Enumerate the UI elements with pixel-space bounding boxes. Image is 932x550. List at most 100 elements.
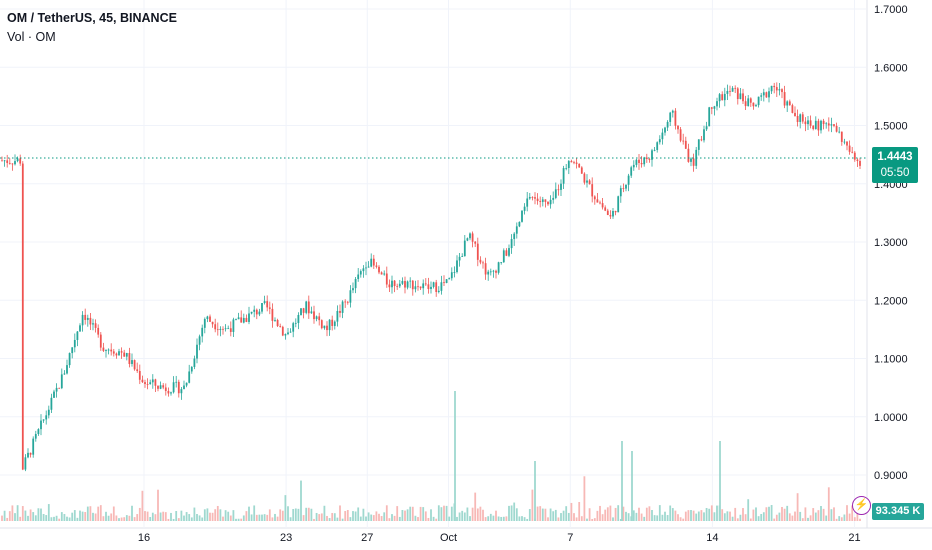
volume-bar [809, 515, 812, 521]
candle-body [328, 319, 331, 331]
volume-bar [640, 513, 643, 521]
volume-bar [544, 508, 547, 521]
candle-body [528, 196, 531, 199]
volume-bar [341, 518, 344, 521]
candle-body [73, 339, 76, 348]
price-tick-label: 0.9000 [874, 470, 908, 482]
candle-body [606, 210, 609, 215]
volume-bar [232, 510, 235, 521]
volume-bar [432, 516, 435, 521]
volume-bar [687, 510, 690, 521]
volume-bar [237, 518, 240, 521]
price-axis[interactable]: 1.70001.60001.50001.40001.30001.20001.10… [874, 4, 908, 482]
candle-body [437, 290, 440, 292]
candle-body [495, 270, 497, 273]
volume-bar [391, 514, 393, 521]
candle-body [401, 280, 404, 284]
volume-bar [651, 509, 653, 521]
volume-bar [339, 505, 341, 521]
candle-body [547, 201, 549, 205]
candle-body [627, 175, 630, 185]
time-tick-label: 23 [280, 532, 292, 544]
volume-bar [229, 515, 232, 521]
candle-body [79, 325, 81, 332]
candle-body [245, 317, 248, 322]
volume-bar [690, 510, 692, 521]
volume-bar [349, 517, 352, 521]
candle-body [700, 139, 703, 141]
volume-bar [692, 510, 695, 521]
volume-bar [708, 508, 711, 521]
volume-bar [716, 505, 718, 521]
candle-body [58, 387, 61, 389]
candle-body [227, 328, 230, 330]
candle-body [557, 189, 560, 191]
price-tick-label: 1.6000 [874, 62, 908, 74]
volume-bar [684, 511, 687, 521]
volume-bar [749, 518, 752, 521]
candle-body [729, 90, 731, 92]
candle-body [846, 141, 848, 146]
volume-bar [773, 518, 776, 521]
volume-bar [138, 507, 141, 521]
candle-body [432, 282, 435, 287]
volume-bar [287, 506, 289, 521]
volume-bar [695, 513, 698, 521]
volume-indicator-label[interactable]: Vol · OM [7, 30, 56, 44]
volume-bar [383, 512, 386, 521]
volume-bar [783, 508, 786, 521]
volume-bar [125, 515, 128, 521]
time-tick-label: 21 [848, 532, 860, 544]
volume-bar [853, 517, 856, 521]
candle-body [775, 87, 778, 91]
candle-body [357, 274, 360, 280]
volume-bar [599, 505, 601, 521]
volume-bar [323, 505, 326, 521]
lightning-icon[interactable]: ⚡ [852, 496, 871, 515]
candle-body [658, 139, 661, 143]
volume-bar [393, 515, 396, 521]
candle-body [536, 198, 539, 201]
candle-body [258, 311, 261, 315]
candle-body [521, 210, 523, 222]
candle-body [424, 283, 427, 285]
volume-bar [625, 511, 627, 521]
candle-body [404, 280, 406, 288]
candle-body [302, 308, 305, 313]
candle-body [515, 226, 518, 234]
time-axis[interactable]: 16 23 27 Oct 7 14 21 [138, 532, 861, 544]
candle-body [81, 314, 84, 326]
candle-body [175, 381, 178, 383]
candle-body [786, 101, 789, 106]
candle-body [362, 268, 365, 272]
volume-bar [315, 512, 318, 521]
candle-body [300, 308, 302, 315]
volume-bar [653, 515, 656, 521]
symbol-title[interactable]: OM / TetherUS, 45, BINANCE [7, 11, 177, 25]
candle-body [365, 267, 367, 269]
candle-body [266, 301, 269, 308]
volume-bar [53, 516, 55, 521]
volume-bar [518, 516, 521, 521]
bar-countdown: 05:50 [880, 167, 910, 179]
candle-body [237, 317, 240, 320]
candle-body [383, 273, 386, 275]
candle-body [214, 324, 217, 330]
volume-bar [404, 510, 406, 521]
candle-body [765, 92, 768, 98]
volume-bar [50, 517, 53, 521]
volume-bar [331, 512, 334, 521]
candle-body [307, 301, 310, 314]
volume-bar [79, 510, 81, 521]
candle-body [34, 434, 37, 439]
volume-bar [216, 505, 219, 521]
candle-body [419, 286, 422, 289]
volume-bar [235, 518, 237, 521]
candle-body [757, 96, 760, 106]
volume-bar [586, 518, 588, 521]
volume-bar [445, 505, 448, 521]
volume-bar [240, 518, 243, 521]
candle-body [614, 210, 617, 213]
volume-bar [747, 499, 750, 521]
